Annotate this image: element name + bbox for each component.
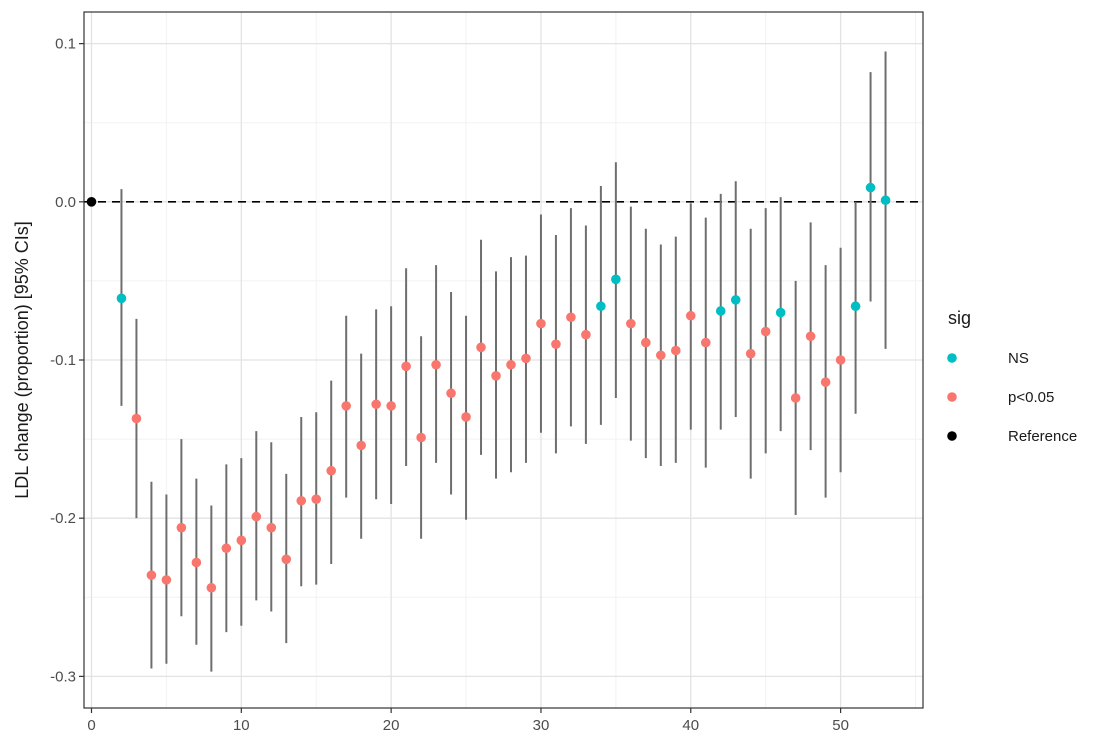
data-point	[536, 318, 546, 329]
data-point	[880, 195, 891, 206]
x-tick-label: 10	[233, 717, 250, 734]
data-point	[236, 535, 247, 546]
data-point	[581, 329, 591, 340]
data-point	[745, 348, 756, 359]
data-point	[431, 359, 441, 370]
data-point	[131, 413, 142, 424]
x-axis: 0 10 20 30 40 50	[87, 708, 849, 734]
y-axis: -0.3 -0.2 -0.1 0.0 0.1	[50, 36, 84, 685]
data-point	[596, 301, 606, 312]
data-point	[206, 582, 217, 593]
legend-label: NS	[1008, 350, 1029, 367]
data-point	[341, 401, 351, 411]
x-tick-label: 40	[682, 717, 699, 734]
x-tick-label: 20	[383, 717, 400, 734]
legend-entries: NS p<0.05 Reference	[947, 350, 1077, 445]
data-point	[760, 326, 771, 337]
data-point	[730, 295, 741, 305]
data-point	[611, 274, 621, 285]
data-point	[865, 182, 876, 193]
data-point	[670, 345, 681, 356]
data-point	[281, 554, 292, 565]
data-point	[850, 301, 861, 312]
data-point	[685, 310, 696, 321]
data-point	[626, 318, 636, 329]
data-point	[221, 543, 232, 554]
data-point	[401, 361, 411, 372]
data-point	[191, 557, 202, 568]
data-point	[461, 412, 471, 422]
data-point	[551, 339, 561, 349]
data-point	[311, 494, 322, 505]
legend-title: sig	[948, 308, 971, 328]
data-point	[521, 353, 531, 364]
data-point	[386, 401, 396, 411]
data-point	[446, 388, 456, 399]
data-point	[251, 511, 262, 522]
y-axis-title: LDL change (proportion) [95% CIs]	[12, 221, 32, 498]
legend-key	[947, 431, 957, 441]
minor-gridlines	[84, 12, 923, 708]
legend-label: Reference	[1008, 428, 1077, 445]
y-tick-label: -0.2	[50, 510, 76, 527]
data-point	[146, 570, 157, 580]
data-point	[656, 350, 666, 361]
data-point	[805, 331, 816, 342]
data-point	[416, 432, 426, 443]
legend-key	[947, 353, 957, 363]
y-tick-label: -0.3	[50, 668, 76, 685]
data-points	[86, 182, 891, 593]
data-point	[86, 197, 97, 207]
data-point	[700, 337, 711, 348]
data-point	[371, 399, 381, 410]
data-point	[641, 337, 651, 348]
legend: sig NS p<0.05 Reference	[947, 308, 1077, 445]
data-point	[326, 465, 337, 476]
y-tick-label: -0.1	[50, 352, 76, 369]
data-point	[161, 575, 172, 585]
data-point	[491, 371, 501, 381]
data-point	[176, 522, 187, 533]
data-point	[116, 293, 127, 304]
x-tick-label: 0	[87, 717, 95, 734]
data-point	[566, 312, 576, 323]
plot-panel	[83, 11, 924, 709]
data-point	[506, 359, 516, 370]
data-point	[820, 377, 831, 387]
data-point	[835, 355, 846, 365]
legend-key	[947, 392, 957, 402]
x-tick-label: 30	[533, 717, 550, 734]
data-point	[715, 306, 726, 316]
data-point	[476, 342, 486, 353]
y-tick-label: 0.1	[55, 36, 76, 53]
data-point	[356, 440, 366, 451]
data-point	[266, 522, 277, 533]
data-point	[790, 393, 801, 403]
data-point	[775, 307, 786, 318]
data-point	[296, 495, 307, 506]
x-tick-label: 50	[832, 717, 849, 734]
major-gridlines	[84, 12, 923, 708]
y-tick-label: 0.0	[55, 194, 76, 211]
legend-label: p<0.05	[1008, 389, 1054, 406]
